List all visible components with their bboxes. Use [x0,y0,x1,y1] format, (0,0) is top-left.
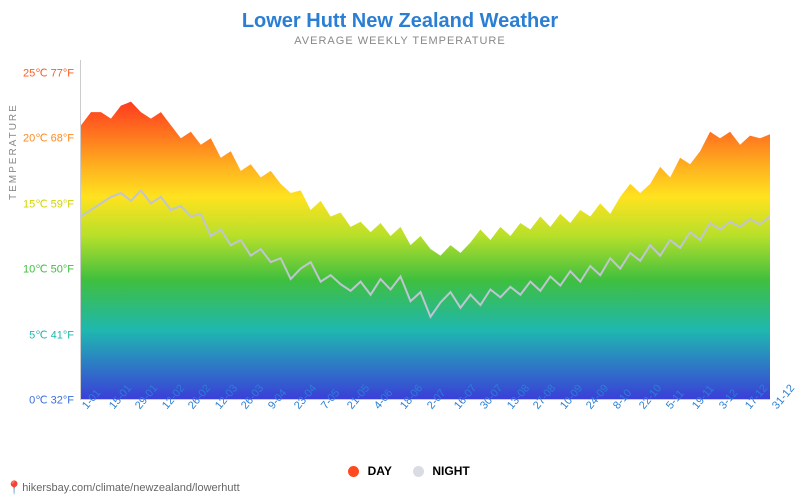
temperature-chart-svg [81,60,770,399]
legend: DAY NIGHT [0,464,800,478]
chart-subtitle: AVERAGE WEEKLY TEMPERATURE [0,35,800,55]
y-tick: 15℃ 59°F [23,197,74,210]
legend-day-label: DAY [368,464,392,478]
y-tick: 25℃ 77°F [23,67,74,80]
y-axis: 0℃ 32°F5℃ 41°F10℃ 50°F15℃ 59°F20℃ 68°F25… [0,60,78,400]
y-tick: 0℃ 32°F [29,394,74,407]
y-tick: 5℃ 41°F [29,328,74,341]
legend-night-label: NIGHT [432,464,469,478]
chart-title: Lower Hutt New Zealand Weather [0,0,800,35]
chart-container: Lower Hutt New Zealand Weather AVERAGE W… [0,0,800,500]
day-area [81,102,770,399]
x-tick: 31-12 [770,382,797,411]
legend-day-dot [348,466,359,477]
x-axis: 1-0115-0129-0112-0226-0212-0326-039-0423… [80,400,770,460]
plot-area [80,60,770,400]
y-tick: 10℃ 50°F [23,263,74,276]
y-tick: 20℃ 68°F [23,132,74,145]
legend-night-dot [413,466,424,477]
pin-icon: 📍 [6,480,22,495]
attribution: 📍hikersbay.com/climate/newzealand/lowerh… [6,480,240,496]
plot-border [80,60,770,400]
attribution-text: hikersbay.com/climate/newzealand/lowerhu… [22,482,239,494]
